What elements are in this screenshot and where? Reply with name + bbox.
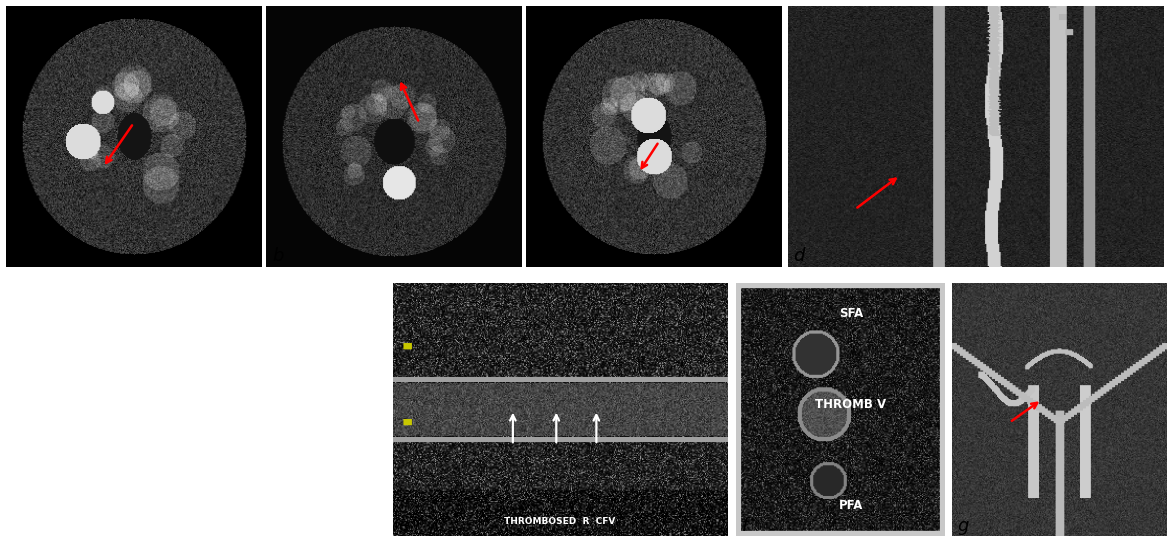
Text: c: c: [532, 247, 541, 265]
Text: PFA: PFA: [839, 499, 863, 513]
Text: d: d: [793, 247, 805, 265]
Text: e: e: [398, 516, 409, 535]
Text: SFA: SFA: [839, 307, 863, 320]
Text: a: a: [12, 247, 22, 265]
Text: g: g: [958, 516, 969, 535]
Text: THROMBOSED  R  CFV: THROMBOSED R CFV: [504, 517, 615, 526]
Text: b: b: [272, 247, 284, 265]
Text: f: f: [742, 516, 748, 535]
Text: THROMB V: THROMB V: [816, 398, 886, 411]
